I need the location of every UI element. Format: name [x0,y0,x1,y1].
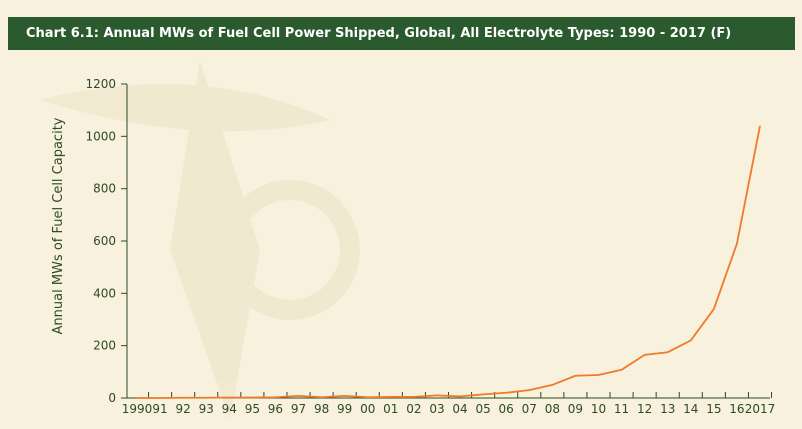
decoration [40,60,360,420]
chart-title: Chart 6.1: Annual MWs of Fuel Cell Power… [26,26,731,41]
x-tick-label: 13 [660,402,675,416]
x-tick-label: 00 [360,402,375,416]
x-tick-label: 16 [729,402,744,416]
x-tick-label: 14 [683,402,698,416]
x-tick-label: 94 [222,402,237,416]
x-tick-label: 10 [591,402,606,416]
x-tick-label: 91 [152,402,167,416]
x-tick-label: 03 [429,402,444,416]
x-tick-label: 02 [406,402,421,416]
x-tick-label: 06 [499,402,514,416]
x-tick-label: 08 [545,402,560,416]
x-tick-label: 93 [199,402,214,416]
x-tick-label: 12 [637,402,652,416]
x-tick-label: 07 [522,402,537,416]
x-tick-label: 01 [383,402,398,416]
x-tick-label: 99 [337,402,352,416]
line-series [137,125,761,399]
x-tick-label: 09 [568,402,583,416]
y-axis-label: Annual MWs of Fuel Cell Capacity [51,117,66,334]
header-bar [8,17,795,50]
x-tick-label: 15 [706,402,721,416]
x-tick-label: 97 [291,402,306,416]
x-tick-label: 96 [268,402,283,416]
x-tick-label: 05 [475,402,490,416]
x-tick-label: 11 [614,402,629,416]
y-tick-label: 0 [108,391,116,405]
x-tick-label: 04 [452,402,467,416]
x-tick-label: 98 [314,402,329,416]
y-tick-label: 1200 [85,77,116,91]
x-tick-label: 95 [245,402,260,416]
x-tick-label: 92 [176,402,191,416]
x-tick-label: 2017 [745,402,776,416]
y-tick-label: 600 [93,234,116,248]
y-tick-label: 800 [93,182,116,196]
y-tick-label: 200 [93,339,116,353]
y-tick-label: 400 [93,286,116,300]
y-tick-label: 1000 [85,129,116,143]
x-tick-label: 1990 [122,402,153,416]
